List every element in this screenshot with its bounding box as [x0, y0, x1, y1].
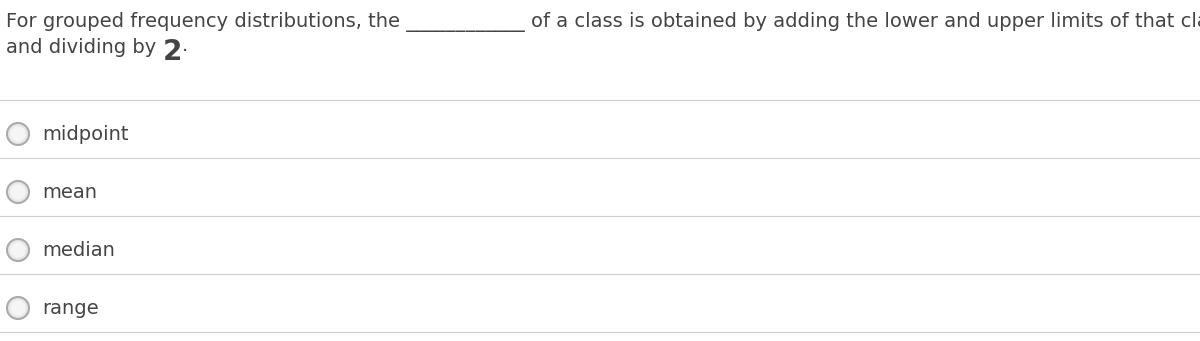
Circle shape	[11, 126, 25, 142]
Text: 2: 2	[162, 38, 182, 66]
Circle shape	[11, 242, 25, 258]
Circle shape	[7, 181, 29, 203]
Text: mean: mean	[42, 182, 97, 202]
Text: midpoint: midpoint	[42, 124, 128, 144]
Text: median: median	[42, 240, 115, 260]
Text: range: range	[42, 298, 98, 317]
Text: For grouped frequency distributions, the ____________ of a class is obtained by : For grouped frequency distributions, the…	[6, 12, 1200, 32]
Circle shape	[7, 239, 29, 261]
Circle shape	[7, 123, 29, 145]
Circle shape	[7, 297, 29, 319]
Text: .: .	[182, 36, 188, 55]
Circle shape	[11, 184, 25, 200]
Circle shape	[11, 300, 25, 316]
Text: and dividing by: and dividing by	[6, 38, 162, 57]
